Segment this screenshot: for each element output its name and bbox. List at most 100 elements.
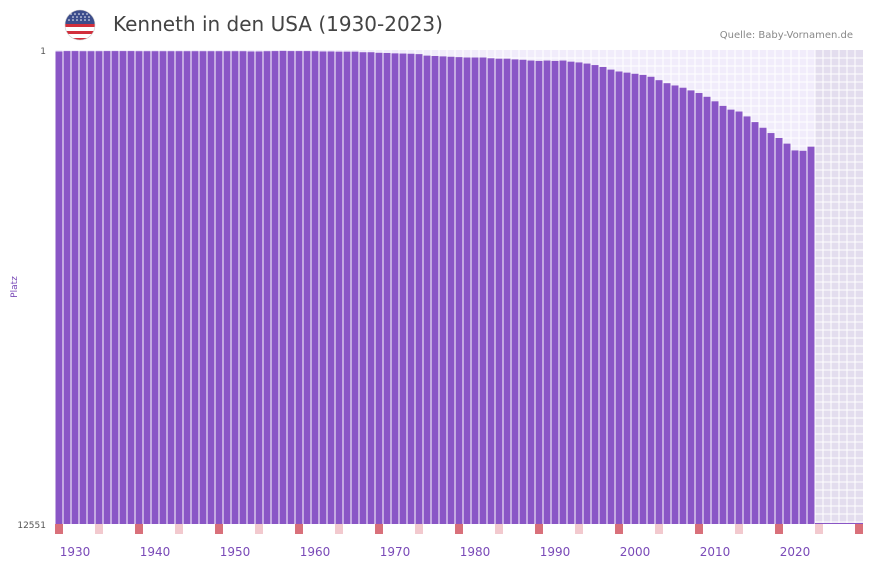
bar-2006[interactable] (679, 87, 687, 525)
bar-2011[interactable] (719, 105, 727, 525)
x-tick-label: 2020 (780, 545, 811, 559)
bar-1971[interactable] (399, 53, 407, 524)
bar-2019[interactable] (783, 143, 791, 525)
bar-1979[interactable] (463, 57, 471, 524)
x-tick-label: 1940 (140, 545, 171, 559)
bar-1989[interactable] (543, 60, 551, 524)
bar-2010[interactable] (711, 101, 719, 524)
bar-1941[interactable] (159, 51, 167, 524)
bar-1980[interactable] (471, 57, 479, 524)
bar-1960[interactable] (311, 51, 319, 524)
bar-1963[interactable] (335, 51, 343, 524)
bar-2007[interactable] (687, 90, 695, 525)
bar-1965[interactable] (351, 51, 359, 524)
bar-1981[interactable] (479, 57, 487, 524)
bar-1947[interactable] (207, 51, 215, 524)
bar-2017[interactable] (767, 133, 775, 524)
bar-1945[interactable] (191, 51, 199, 524)
bar-2009[interactable] (703, 96, 711, 524)
bar-1951[interactable] (239, 51, 247, 524)
bar-1936[interactable] (119, 51, 127, 524)
bar-2004[interactable] (663, 83, 671, 524)
bar-1985[interactable] (511, 59, 519, 525)
bar-1999[interactable] (623, 72, 631, 524)
bar-2013[interactable] (735, 111, 743, 525)
bar-1937[interactable] (127, 51, 135, 524)
bar-1996[interactable] (599, 66, 607, 524)
bar-1973[interactable] (415, 54, 423, 524)
bar-1993[interactable] (575, 62, 583, 525)
bar-1930[interactable] (71, 51, 79, 524)
bar-2001[interactable] (639, 74, 647, 525)
bar-1992[interactable] (567, 61, 575, 525)
bar-2022[interactable] (807, 146, 815, 524)
bar-1964[interactable] (343, 51, 351, 524)
bar-1974[interactable] (423, 55, 431, 525)
bar-1946[interactable] (199, 51, 207, 524)
bar-1966[interactable] (359, 52, 367, 525)
bar-1944[interactable] (183, 51, 191, 524)
bar-1942[interactable] (167, 51, 175, 524)
bar-1972[interactable] (407, 53, 415, 524)
bar-2003[interactable] (655, 80, 663, 524)
bar-1935[interactable] (111, 51, 119, 524)
bar-2008[interactable] (695, 93, 703, 525)
bar-1970[interactable] (391, 53, 399, 524)
bar-1952[interactable] (247, 51, 255, 524)
bar-2000[interactable] (631, 73, 639, 524)
bar-2005[interactable] (671, 85, 679, 524)
bar-1956[interactable] (279, 50, 287, 524)
bar-2015[interactable] (751, 122, 759, 524)
bar-2018[interactable] (775, 137, 783, 525)
bar-1986[interactable] (519, 59, 527, 524)
bar-1939[interactable] (143, 51, 151, 524)
bar-1988[interactable] (535, 60, 543, 524)
bar-2016[interactable] (759, 127, 767, 525)
bar-1977[interactable] (447, 56, 455, 524)
bar-2014[interactable] (743, 116, 751, 524)
bar-1998[interactable] (615, 71, 623, 525)
bar-1929[interactable] (63, 51, 71, 524)
bar-2002[interactable] (647, 76, 655, 524)
bar-1976[interactable] (439, 56, 447, 525)
bar-1957[interactable] (287, 51, 295, 524)
bar-1955[interactable] (271, 51, 279, 524)
us-flag-icon (64, 9, 96, 41)
bar-1933[interactable] (95, 51, 103, 524)
bar-1959[interactable] (303, 51, 311, 524)
bar-2021[interactable] (799, 150, 807, 525)
bar-1949[interactable] (223, 51, 231, 524)
bar-1978[interactable] (455, 57, 463, 524)
bar-1931[interactable] (79, 51, 87, 524)
bar-1997[interactable] (607, 69, 615, 524)
bar-1928[interactable] (55, 51, 63, 524)
bar-1961[interactable] (319, 51, 327, 524)
bar-1943[interactable] (175, 51, 183, 524)
bar-1987[interactable] (527, 60, 535, 524)
bar-1975[interactable] (431, 56, 439, 525)
bar-2012[interactable] (727, 109, 735, 524)
bar-1969[interactable] (383, 52, 391, 525)
bar-1950[interactable] (231, 51, 239, 524)
decade-marker (775, 524, 783, 534)
bar-1990[interactable] (551, 60, 559, 524)
bar-1991[interactable] (559, 60, 567, 524)
bar-1940[interactable] (151, 51, 159, 524)
bar-1962[interactable] (327, 51, 335, 524)
bar-1958[interactable] (295, 51, 303, 524)
bar-1982[interactable] (487, 58, 495, 524)
bar-2020[interactable] (791, 150, 799, 525)
half-decade-marker (655, 524, 663, 534)
bar-1932[interactable] (87, 51, 95, 524)
bar-1934[interactable] (103, 51, 111, 524)
bar-1995[interactable] (591, 65, 599, 525)
bar-1983[interactable] (495, 58, 503, 525)
bar-1938[interactable] (135, 51, 143, 524)
bar-1953[interactable] (255, 51, 263, 524)
bar-1994[interactable] (583, 63, 591, 524)
bar-1968[interactable] (375, 52, 383, 525)
bar-1948[interactable] (215, 51, 223, 524)
bar-1954[interactable] (263, 51, 271, 524)
bar-1967[interactable] (367, 52, 375, 525)
bar-1984[interactable] (503, 58, 511, 525)
